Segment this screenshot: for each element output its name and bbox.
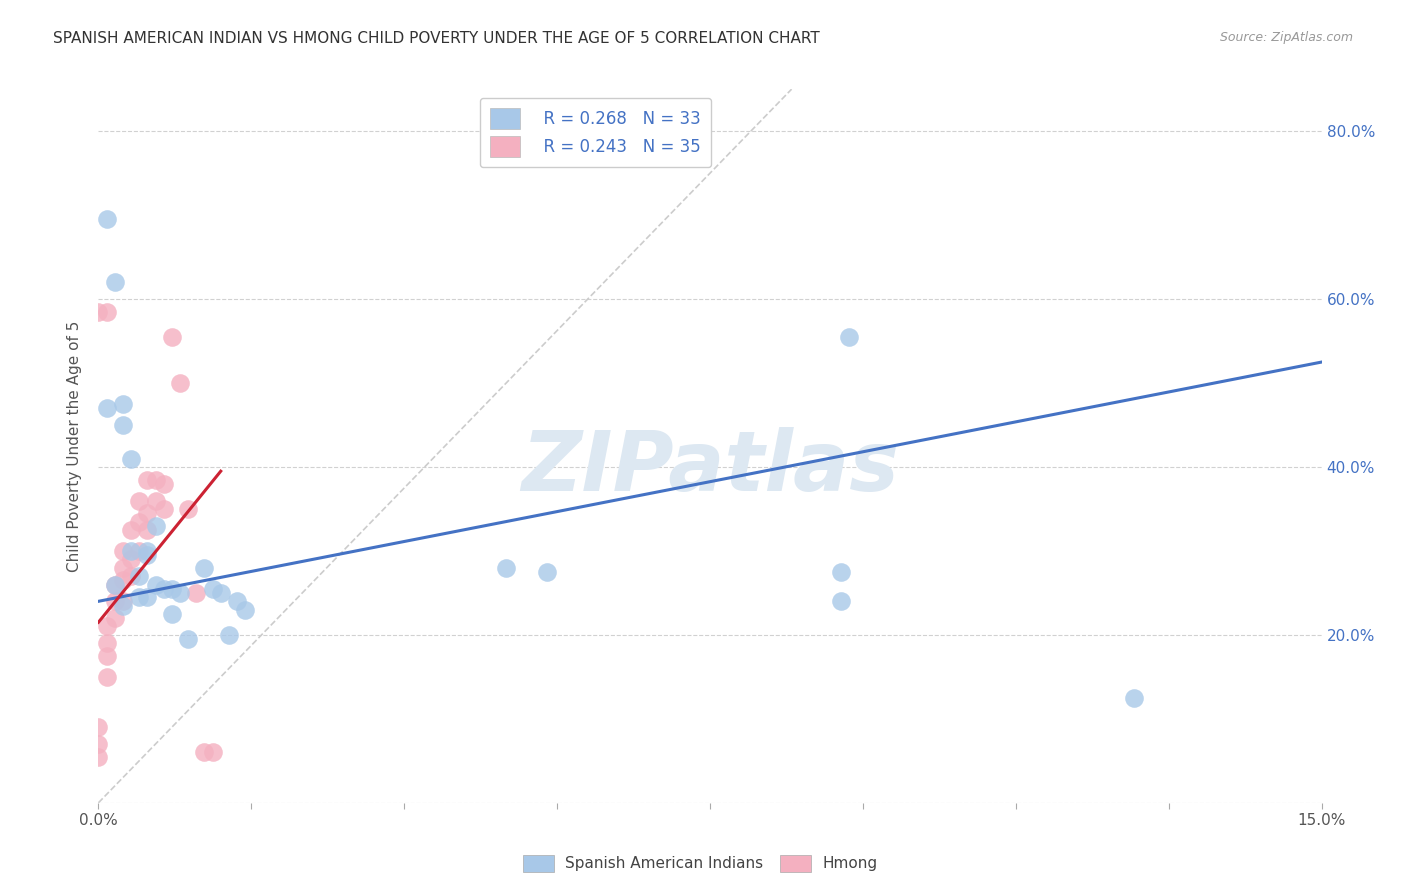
Text: Hmong: Hmong — [823, 856, 877, 871]
Point — [111, 574, 134, 588]
Point — [104, 275, 127, 289]
Point — [1123, 690, 1146, 705]
Point — [120, 544, 142, 558]
Point — [136, 473, 159, 487]
Point — [209, 586, 232, 600]
Point — [111, 397, 134, 411]
Point — [830, 594, 852, 608]
Point — [111, 560, 134, 574]
Point — [177, 632, 200, 646]
Point — [120, 569, 142, 583]
Point — [160, 607, 183, 621]
Point — [111, 594, 134, 608]
Point — [87, 304, 110, 318]
Point — [233, 603, 256, 617]
Point — [136, 506, 159, 520]
Point — [87, 737, 110, 751]
Text: Spanish American Indians: Spanish American Indians — [565, 856, 763, 871]
FancyBboxPatch shape — [523, 855, 554, 872]
Point — [104, 594, 127, 608]
Point — [136, 544, 159, 558]
Text: ZIPatlas: ZIPatlas — [522, 427, 898, 508]
Point — [201, 582, 224, 596]
Point — [111, 544, 134, 558]
Point — [136, 523, 159, 537]
Point — [96, 401, 118, 416]
Text: SPANISH AMERICAN INDIAN VS HMONG CHILD POVERTY UNDER THE AGE OF 5 CORRELATION CH: SPANISH AMERICAN INDIAN VS HMONG CHILD P… — [53, 31, 820, 46]
Y-axis label: Child Poverty Under the Age of 5: Child Poverty Under the Age of 5 — [67, 320, 83, 572]
Point — [160, 582, 183, 596]
Point — [120, 552, 142, 566]
Point — [96, 648, 118, 663]
Point — [120, 523, 142, 537]
Point — [111, 599, 134, 613]
Point — [128, 493, 150, 508]
Point — [169, 376, 191, 390]
Point — [128, 544, 150, 558]
Point — [128, 515, 150, 529]
Point — [169, 586, 191, 600]
Point — [177, 502, 200, 516]
Point — [495, 560, 517, 574]
Point — [136, 548, 159, 562]
Point — [145, 518, 167, 533]
Point — [145, 473, 167, 487]
Point — [152, 502, 174, 516]
Point — [145, 577, 167, 591]
Point — [145, 493, 167, 508]
Point — [136, 590, 159, 604]
Point — [96, 212, 118, 227]
Point — [201, 746, 224, 760]
Legend:   R = 0.268   N = 33,   R = 0.243   N = 35: R = 0.268 N = 33, R = 0.243 N = 35 — [479, 97, 711, 167]
Point — [87, 720, 110, 734]
Point — [104, 611, 127, 625]
Point — [193, 560, 215, 574]
Point — [226, 594, 249, 608]
Text: Source: ZipAtlas.com: Source: ZipAtlas.com — [1219, 31, 1353, 45]
Point — [186, 586, 208, 600]
Point — [111, 417, 134, 432]
Point — [87, 749, 110, 764]
Point — [128, 569, 150, 583]
Point — [838, 330, 860, 344]
Point — [193, 746, 215, 760]
Point — [152, 476, 174, 491]
Point — [104, 577, 127, 591]
Point — [96, 670, 118, 684]
Point — [120, 451, 142, 466]
FancyBboxPatch shape — [780, 855, 811, 872]
Point — [104, 577, 127, 591]
Point — [152, 582, 174, 596]
Point — [218, 628, 240, 642]
Point — [830, 565, 852, 579]
Point — [536, 565, 558, 579]
Point — [160, 330, 183, 344]
Point — [96, 636, 118, 650]
Point — [96, 304, 118, 318]
Point — [96, 619, 118, 633]
Point — [128, 590, 150, 604]
